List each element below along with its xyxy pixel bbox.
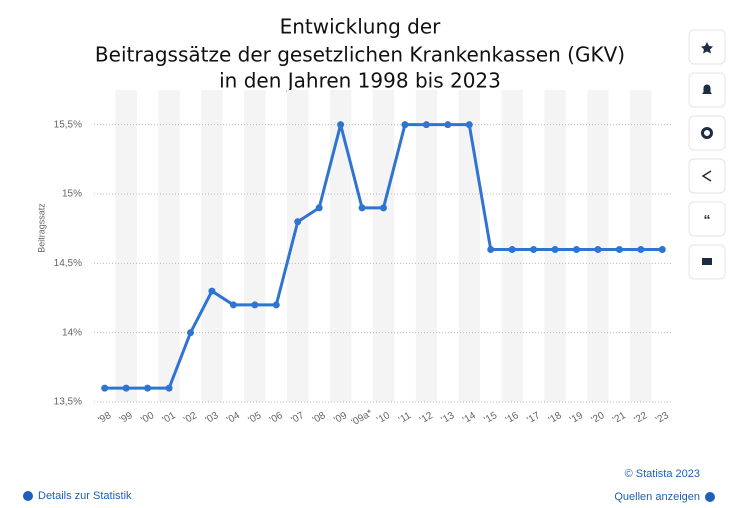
column-band (329, 90, 352, 402)
column-band (372, 90, 395, 402)
column-band (115, 90, 137, 402)
x-tick-label: '15 (482, 410, 499, 426)
x-tick-label: '21 (611, 410, 628, 426)
chart-title: Beitragssätze der gesetzlichen Krankenka… (95, 43, 625, 67)
data-point (294, 218, 302, 226)
x-tick-label: '16 (504, 410, 521, 426)
x-tick-label: '09a* (350, 408, 375, 429)
data-point (573, 245, 580, 253)
gear-icon (701, 127, 713, 139)
share-button[interactable] (688, 158, 726, 194)
bell-icon (702, 84, 712, 94)
details-link[interactable]: Details zur Statistik (38, 490, 132, 502)
data-point (422, 121, 430, 129)
x-tick-label: '00 (139, 410, 156, 426)
data-point (251, 301, 259, 309)
x-tick-label: '04 (225, 410, 242, 426)
credit[interactable]: © Statista 2023 (625, 468, 700, 480)
cite-icon: “ (704, 212, 711, 228)
column-band (287, 90, 309, 402)
sources-link[interactable]: Quellen anzeigen (614, 491, 700, 503)
data-point (358, 204, 366, 212)
x-tick-label: '23 (654, 410, 671, 426)
data-point (337, 121, 345, 129)
star-icon (701, 42, 713, 54)
x-tick-label: '01 (161, 410, 178, 426)
data-point (208, 287, 216, 295)
y-tick-label: 15% (62, 189, 82, 200)
x-tick-label: '98 (96, 410, 113, 426)
y-axis-label: Beitragssatz (36, 203, 46, 253)
data-point (530, 245, 538, 253)
x-tick-label: '20 (590, 410, 607, 426)
chart-title: Entwicklung der (280, 15, 442, 39)
x-tick-label: '17 (525, 410, 542, 426)
x-tick-label: '19 (568, 410, 585, 426)
column-band (415, 90, 438, 402)
data-point (144, 384, 152, 392)
x-tick-label: '09 (332, 410, 349, 426)
x-tick-label: '12 (418, 410, 435, 426)
x-tick-label: '18 (547, 410, 564, 426)
info-icon (705, 492, 715, 502)
column-band (158, 90, 180, 402)
y-tick-label: 14% (62, 327, 82, 338)
data-point (444, 121, 452, 129)
data-point (487, 245, 495, 253)
data-point (122, 384, 130, 392)
data-point (229, 301, 237, 309)
column-band (201, 90, 223, 402)
settings-button[interactable] (688, 115, 726, 151)
data-point (380, 204, 387, 212)
column-band (244, 90, 266, 402)
data-point (508, 245, 516, 253)
data-point (101, 384, 109, 392)
x-tick-label: '22 (633, 410, 650, 426)
data-point (637, 245, 645, 253)
x-tick-label: '05 (247, 410, 264, 426)
print-icon (702, 258, 712, 265)
data-point (615, 245, 623, 253)
x-tick-label: '06 (268, 410, 285, 426)
x-tick-label: '13 (440, 410, 457, 426)
cite-button[interactable] (688, 201, 726, 237)
x-tick-label: '03 (204, 410, 221, 426)
data-point (658, 245, 666, 253)
data-point (165, 384, 173, 392)
x-tick-label: '99 (118, 410, 135, 426)
x-tick-label: '07 (289, 410, 306, 426)
toolbar: “ (688, 29, 726, 280)
data-point (272, 301, 280, 309)
x-tick-label: '11 (397, 410, 414, 426)
x-tick-label: '14 (461, 410, 478, 426)
x-tick-label: '02 (182, 410, 199, 426)
share-icon (701, 170, 712, 182)
y-tick-label: 14,5% (54, 258, 82, 269)
data-point (401, 121, 409, 129)
data-point (187, 329, 194, 337)
y-tick-label: 15,5% (54, 119, 82, 130)
data-point (594, 245, 602, 253)
data-point (465, 121, 473, 129)
x-tick-label: '08 (311, 410, 328, 426)
y-tick-label: 13,5% (54, 397, 82, 408)
chart-title: in den Jahren 1998 bis 2023 (219, 69, 501, 93)
data-point (551, 245, 559, 253)
info-icon (23, 491, 33, 501)
column-band (458, 90, 480, 402)
x-tick-label: '10 (375, 410, 392, 426)
data-point (315, 204, 323, 212)
